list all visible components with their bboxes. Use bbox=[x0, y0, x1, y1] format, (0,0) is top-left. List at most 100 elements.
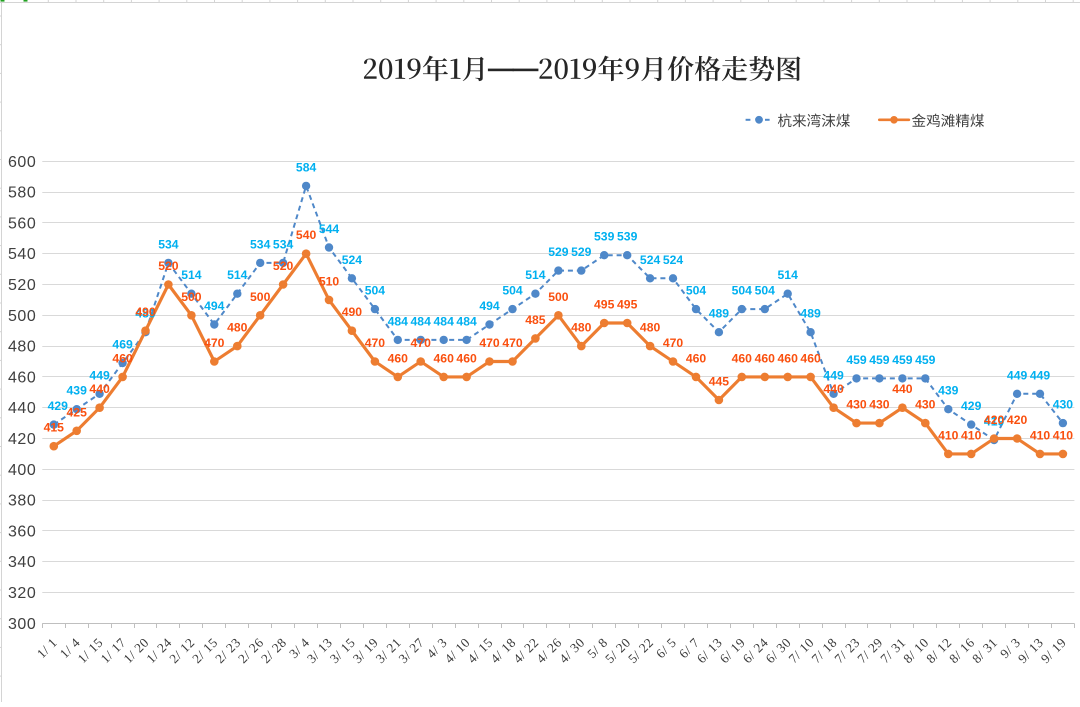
svg-text:410: 410 bbox=[938, 428, 959, 442]
svg-text:439: 439 bbox=[938, 384, 959, 398]
svg-text:580: 580 bbox=[8, 185, 36, 202]
svg-text:534: 534 bbox=[273, 237, 294, 251]
svg-text:429: 429 bbox=[961, 399, 982, 413]
svg-text:524: 524 bbox=[663, 253, 684, 267]
svg-text:449: 449 bbox=[823, 368, 844, 382]
svg-text:449: 449 bbox=[1030, 368, 1051, 382]
svg-text:460: 460 bbox=[686, 351, 707, 365]
svg-text:510: 510 bbox=[319, 274, 340, 288]
svg-text:430: 430 bbox=[915, 398, 936, 412]
svg-text:440: 440 bbox=[8, 400, 36, 417]
svg-text:460: 460 bbox=[8, 369, 36, 386]
svg-text:460: 460 bbox=[778, 351, 799, 365]
svg-text:460: 460 bbox=[800, 351, 821, 365]
svg-text:504: 504 bbox=[732, 284, 753, 298]
svg-text:500: 500 bbox=[181, 290, 202, 304]
svg-text:459: 459 bbox=[915, 353, 936, 367]
svg-text:459: 459 bbox=[869, 353, 890, 367]
svg-text:429: 429 bbox=[48, 399, 69, 413]
svg-text:430: 430 bbox=[1053, 398, 1074, 412]
svg-text:469: 469 bbox=[112, 338, 133, 352]
svg-text:380: 380 bbox=[8, 493, 36, 510]
svg-text:470: 470 bbox=[663, 336, 684, 350]
svg-text:470: 470 bbox=[204, 336, 225, 350]
svg-text:480: 480 bbox=[227, 321, 248, 335]
svg-text:514: 514 bbox=[525, 268, 546, 282]
svg-text:449: 449 bbox=[89, 368, 110, 382]
svg-text:584: 584 bbox=[296, 160, 317, 174]
svg-text:439: 439 bbox=[67, 384, 88, 398]
svg-text:514: 514 bbox=[227, 268, 248, 282]
svg-text:459: 459 bbox=[846, 353, 867, 367]
svg-text:470: 470 bbox=[411, 336, 432, 350]
svg-text:600: 600 bbox=[8, 154, 36, 171]
svg-text:500: 500 bbox=[8, 308, 36, 325]
svg-text:360: 360 bbox=[8, 523, 36, 540]
svg-text:420: 420 bbox=[8, 431, 36, 448]
svg-text:470: 470 bbox=[479, 336, 500, 350]
svg-text:460: 460 bbox=[755, 351, 776, 365]
svg-text:484: 484 bbox=[411, 314, 432, 328]
svg-text:440: 440 bbox=[892, 382, 913, 396]
svg-text:460: 460 bbox=[732, 351, 753, 365]
svg-text:425: 425 bbox=[67, 405, 88, 419]
svg-text:520: 520 bbox=[273, 259, 294, 273]
svg-text:495: 495 bbox=[594, 298, 615, 312]
svg-text:560: 560 bbox=[8, 215, 36, 232]
svg-text:504: 504 bbox=[365, 284, 386, 298]
svg-text:410: 410 bbox=[961, 428, 982, 442]
svg-text:484: 484 bbox=[434, 314, 455, 328]
svg-text:520: 520 bbox=[8, 277, 36, 294]
svg-text:539: 539 bbox=[594, 230, 615, 244]
svg-text:484: 484 bbox=[456, 314, 477, 328]
svg-text:419: 419 bbox=[984, 415, 1005, 429]
svg-text:500: 500 bbox=[250, 290, 271, 304]
svg-text:480: 480 bbox=[571, 321, 592, 335]
svg-text:460: 460 bbox=[388, 351, 409, 365]
svg-text:430: 430 bbox=[869, 398, 890, 412]
svg-text:490: 490 bbox=[135, 305, 156, 319]
svg-text:445: 445 bbox=[709, 375, 730, 389]
svg-text:420: 420 bbox=[1007, 413, 1028, 427]
svg-text:544: 544 bbox=[319, 222, 340, 236]
svg-text:500: 500 bbox=[548, 290, 569, 304]
svg-text:494: 494 bbox=[479, 299, 500, 313]
svg-text:514: 514 bbox=[181, 268, 202, 282]
svg-text:484: 484 bbox=[388, 314, 409, 328]
svg-text:300: 300 bbox=[8, 616, 36, 633]
svg-text:534: 534 bbox=[250, 237, 271, 251]
svg-text:485: 485 bbox=[525, 313, 546, 327]
svg-text:490: 490 bbox=[342, 305, 363, 319]
svg-text:459: 459 bbox=[892, 353, 913, 367]
svg-text:410: 410 bbox=[1053, 428, 1074, 442]
svg-text:540: 540 bbox=[296, 228, 317, 242]
svg-text:504: 504 bbox=[755, 284, 776, 298]
svg-text:539: 539 bbox=[617, 230, 638, 244]
svg-text:489: 489 bbox=[135, 307, 156, 321]
svg-text:460: 460 bbox=[112, 351, 133, 365]
svg-text:410: 410 bbox=[1030, 428, 1051, 442]
svg-text:540: 540 bbox=[8, 246, 36, 263]
svg-text:440: 440 bbox=[89, 382, 110, 396]
svg-text:470: 470 bbox=[502, 336, 523, 350]
svg-text:470: 470 bbox=[365, 336, 386, 350]
svg-text:495: 495 bbox=[617, 298, 638, 312]
svg-text:460: 460 bbox=[434, 351, 455, 365]
svg-text:440: 440 bbox=[823, 382, 844, 396]
svg-text:460: 460 bbox=[456, 351, 477, 365]
svg-text:504: 504 bbox=[686, 284, 707, 298]
svg-text:534: 534 bbox=[158, 237, 179, 251]
svg-text:494: 494 bbox=[204, 299, 225, 313]
svg-text:480: 480 bbox=[8, 339, 36, 356]
svg-text:400: 400 bbox=[8, 462, 36, 479]
svg-text:524: 524 bbox=[342, 253, 363, 267]
svg-text:340: 340 bbox=[8, 554, 36, 571]
svg-text:480: 480 bbox=[640, 321, 661, 335]
svg-text:430: 430 bbox=[846, 398, 867, 412]
svg-text:520: 520 bbox=[158, 259, 179, 273]
svg-text:420: 420 bbox=[984, 413, 1005, 427]
svg-text:524: 524 bbox=[640, 253, 661, 267]
svg-text:489: 489 bbox=[800, 307, 821, 321]
svg-text:529: 529 bbox=[548, 245, 569, 259]
svg-text:504: 504 bbox=[502, 284, 523, 298]
